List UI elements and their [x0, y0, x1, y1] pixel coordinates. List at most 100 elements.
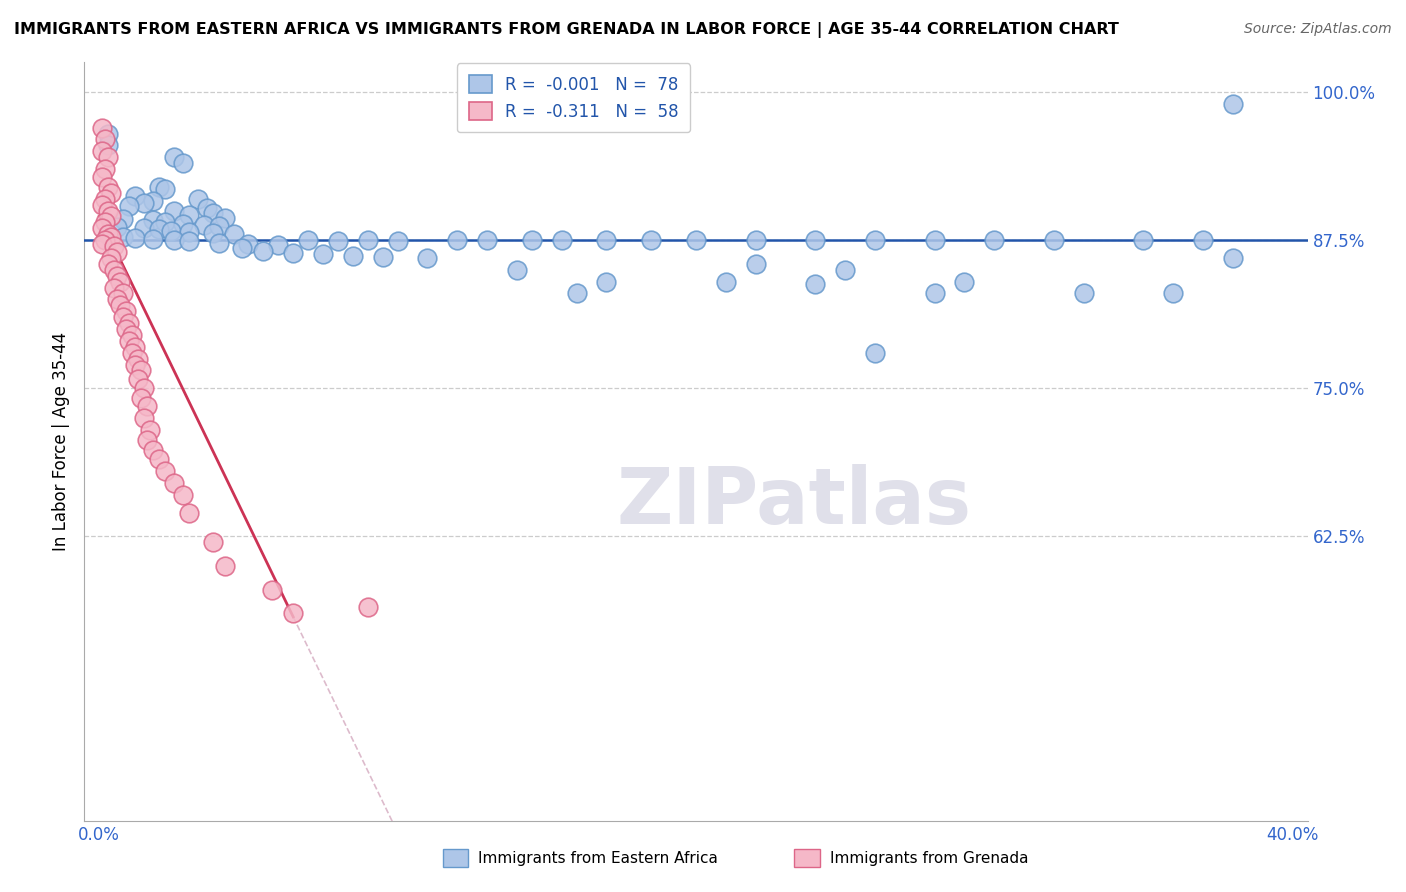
Point	[193, 218, 215, 232]
Point	[100, 186, 122, 200]
Point	[94, 162, 117, 177]
Point	[565, 286, 588, 301]
Point	[124, 340, 146, 354]
Point	[416, 251, 439, 265]
Text: Source: ZipAtlas.com: Source: ZipAtlas.com	[1244, 22, 1392, 37]
Point	[112, 229, 135, 244]
Point	[127, 372, 149, 386]
Point	[100, 210, 122, 224]
Point	[118, 316, 141, 330]
Point	[172, 156, 194, 170]
Point	[357, 233, 380, 247]
Point	[983, 233, 1005, 247]
Point	[112, 286, 135, 301]
Point	[91, 236, 114, 251]
Point	[283, 246, 305, 260]
Point	[91, 221, 114, 235]
Point	[172, 217, 194, 231]
Point	[744, 257, 766, 271]
Point	[1192, 233, 1215, 247]
Point	[136, 434, 159, 448]
Point	[387, 235, 409, 249]
Point	[94, 192, 117, 206]
Point	[136, 399, 159, 413]
Point	[1222, 251, 1244, 265]
Point	[924, 286, 946, 301]
Point	[744, 233, 766, 247]
Point	[132, 196, 155, 211]
Point	[105, 220, 128, 235]
Point	[148, 452, 170, 467]
Point	[163, 203, 186, 218]
Point	[105, 244, 128, 259]
Point	[177, 506, 200, 520]
Point	[97, 150, 120, 164]
Point	[91, 197, 114, 211]
Point	[252, 244, 274, 258]
Y-axis label: In Labor Force | Age 35-44: In Labor Force | Age 35-44	[52, 332, 70, 551]
Point	[142, 213, 165, 227]
Point	[207, 219, 229, 233]
Point	[267, 238, 290, 252]
Point	[91, 120, 114, 135]
Point	[91, 145, 114, 159]
Point	[97, 228, 120, 243]
Text: Immigrants from Eastern Africa: Immigrants from Eastern Africa	[478, 851, 718, 865]
Point	[231, 242, 253, 256]
Point	[148, 222, 170, 236]
Point	[124, 358, 146, 372]
Point	[187, 192, 209, 206]
Point	[595, 275, 617, 289]
Point	[283, 607, 305, 621]
Point	[108, 298, 131, 312]
Point	[153, 215, 176, 229]
Point	[222, 227, 245, 242]
Point	[97, 179, 120, 194]
Point	[446, 233, 468, 247]
Text: Immigrants from Grenada: Immigrants from Grenada	[830, 851, 1028, 865]
Point	[100, 229, 122, 244]
Point	[139, 423, 162, 437]
Point	[153, 182, 176, 196]
Point	[132, 221, 155, 235]
Point	[520, 233, 543, 247]
Point	[177, 225, 200, 239]
Point	[371, 250, 394, 264]
Point	[1132, 233, 1154, 247]
Point	[105, 293, 128, 307]
Point	[714, 275, 737, 289]
Point	[118, 199, 141, 213]
Point	[201, 535, 224, 549]
Point	[1222, 96, 1244, 111]
Point	[163, 233, 186, 247]
Point	[506, 262, 529, 277]
Point	[124, 231, 146, 245]
Point	[195, 201, 218, 215]
Point	[112, 310, 135, 325]
Point	[924, 233, 946, 247]
Point	[100, 251, 122, 265]
Point	[863, 233, 886, 247]
Point	[97, 227, 120, 242]
Point	[118, 334, 141, 348]
Point	[97, 203, 120, 218]
Point	[105, 268, 128, 283]
Point	[94, 233, 117, 247]
Point	[1163, 286, 1185, 301]
Point	[595, 233, 617, 247]
Point	[103, 280, 125, 294]
Point	[863, 345, 886, 359]
Point	[804, 233, 827, 247]
Point	[115, 322, 138, 336]
Point	[201, 226, 224, 240]
Point	[132, 410, 155, 425]
Text: ZIPatlas: ZIPatlas	[616, 464, 972, 541]
Point	[163, 150, 186, 164]
Point	[103, 239, 125, 253]
Point	[207, 235, 229, 250]
Point	[551, 233, 574, 247]
Point	[804, 277, 827, 291]
Point	[142, 442, 165, 457]
Point	[103, 262, 125, 277]
Point	[357, 600, 380, 615]
